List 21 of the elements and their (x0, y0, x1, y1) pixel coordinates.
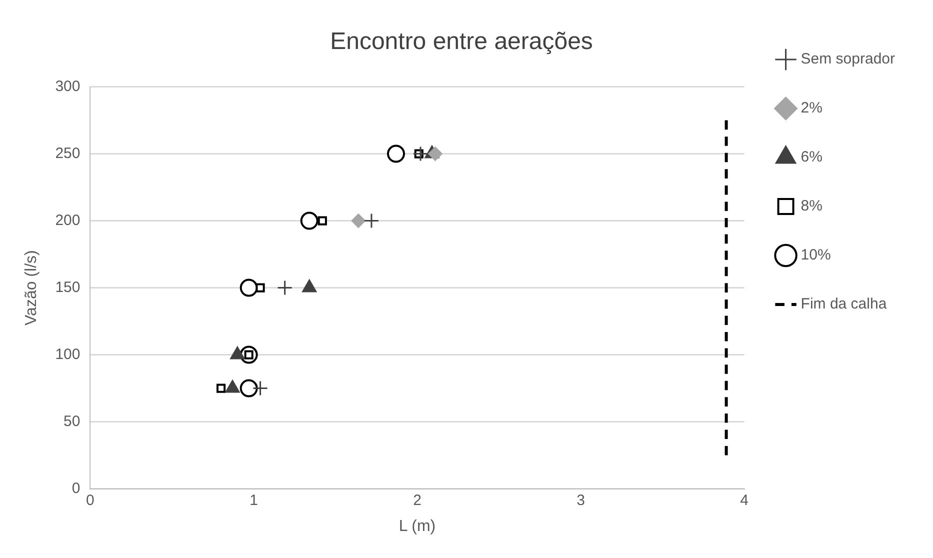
chart-title: Encontro entre aerações (330, 28, 593, 56)
legend-label: 6% (800, 148, 822, 166)
x-tick-label: 4 (740, 492, 748, 509)
y-tick-label: 0 (72, 480, 80, 497)
legend-label: Fim da calha (800, 296, 888, 313)
legend-label: 8% (800, 198, 822, 215)
y-tick-label: 150 (55, 278, 80, 296)
x-tick-label: 0 (86, 492, 94, 509)
legend-label: Sem soprador (800, 50, 896, 68)
x-tick-label: 1 (250, 492, 258, 509)
y-axis-title: Vazão (l/s) (23, 250, 40, 326)
y-tick-label: 200 (55, 212, 80, 229)
y-tick-label: 250 (55, 144, 80, 162)
x-axis-title: L (m) (398, 518, 436, 535)
x-tick-label: 3 (576, 492, 585, 509)
y-tick-label: 50 (64, 412, 80, 430)
x-tick-label: 2 (413, 492, 422, 509)
legend-label: 2% (800, 100, 822, 117)
legend-label: 10% (800, 246, 831, 264)
y-tick-label: 300 (55, 78, 80, 95)
y-tick-label: 100 (55, 346, 80, 363)
